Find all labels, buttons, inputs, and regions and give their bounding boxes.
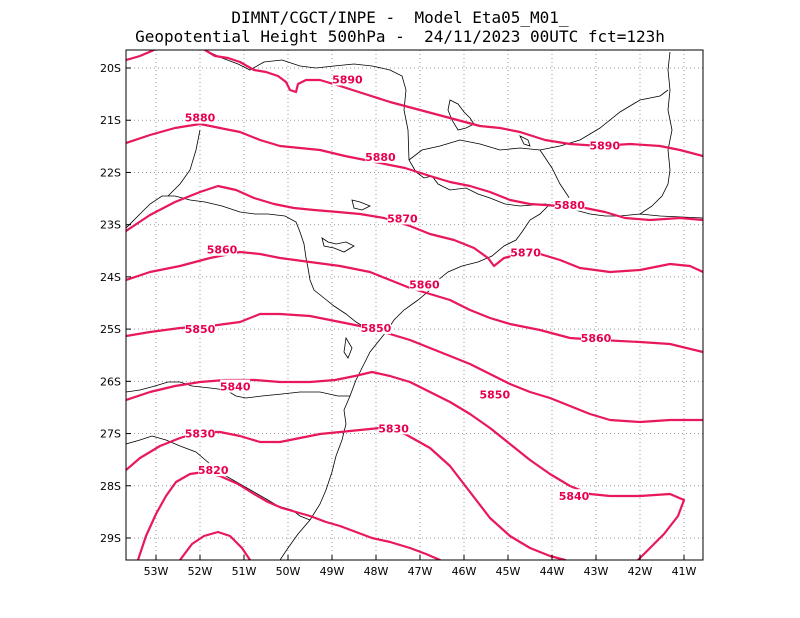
lon-tick-label: 43W: [584, 565, 609, 578]
contour-label-bg: [207, 242, 237, 256]
lon-tick-label: 48W: [364, 565, 389, 578]
lon-tick-label: 41W: [672, 565, 697, 578]
contour-label-bg: [198, 463, 229, 477]
lat-tick-label: 28S: [100, 480, 121, 493]
coastline-and-borders: [126, 51, 703, 560]
contour-label: 5880: [365, 151, 396, 164]
contour-label: 5820: [198, 464, 229, 477]
contour-label: 5840: [559, 490, 590, 503]
contour-label-bg: [559, 489, 589, 503]
contour-label-bg: [510, 245, 541, 259]
contour-label: 5830: [378, 422, 409, 435]
contour-label: 5860: [207, 244, 238, 257]
axes: 20S 21S 22S 23S 24S 25S 26S 27S 28S 29S 53W 52W 51W 5…: [100, 62, 697, 578]
lon-tick-label: 50W: [276, 565, 301, 578]
lat-tick-label: 29S: [100, 532, 121, 545]
lon-tick-label: 53W: [144, 565, 169, 578]
lat-tick-label: 22S: [100, 166, 121, 179]
lat-tick-label: 23S: [100, 219, 121, 232]
contour-label: 5840: [220, 381, 251, 394]
contour-label-bg: [185, 110, 215, 124]
contour-label: 5870: [510, 246, 541, 259]
contour-label-bg: [361, 321, 391, 335]
contour-label-bg: [378, 421, 409, 435]
contour-label-bg: [185, 426, 215, 440]
contour-label: 5850: [479, 388, 510, 401]
lon-tick-label: 51W: [232, 565, 257, 578]
contour-label-bg: [554, 197, 585, 211]
contour-label-bg: [479, 387, 510, 401]
lat-tick-label: 21S: [100, 114, 121, 127]
contour-label-bg: [589, 138, 620, 152]
contour-label: 5890: [332, 73, 363, 86]
contour-label: 5880: [554, 199, 585, 212]
contour-label-bg: [409, 277, 440, 291]
chart-title-line2: Geopotential Height 500hPa - 24/11/2023 …: [135, 27, 665, 46]
lon-tick-label: 52W: [188, 565, 213, 578]
lat-tick-label: 20S: [100, 62, 121, 75]
lon-tick-label: 45W: [496, 565, 521, 578]
contour-label-bg: [185, 322, 215, 336]
contour-label-bg: [387, 211, 418, 225]
lat-tick-label: 25S: [100, 323, 121, 336]
lat-tick-label: 27S: [100, 428, 121, 441]
plot-frame: [125, 49, 704, 561]
geopotential-contours: [126, 50, 703, 560]
contour-label: 5850: [361, 322, 392, 335]
chart-title-line1: DIMNT/CGCT/INPE - Model Eta05_M01_: [231, 8, 569, 27]
lon-tick-label: 49W: [320, 565, 345, 578]
lon-tick-label: 46W: [452, 565, 477, 578]
contour-label: 5860: [581, 332, 612, 345]
contour-label: 5830: [185, 428, 216, 441]
contour-label: 5850: [185, 323, 216, 336]
lon-tick-label: 47W: [408, 565, 433, 578]
lat-tick-label: 26S: [100, 375, 121, 388]
lon-tick-label: 42W: [628, 565, 653, 578]
contour-label-bg: [332, 72, 363, 86]
contour-label-bg: [581, 330, 611, 344]
contour-labels: 5890 5890 5880 5880 5880 5870 5870 5860 5860 5860…: [185, 72, 620, 503]
lon-tick-label: 44W: [540, 565, 565, 578]
contour-label: 5880: [185, 112, 216, 125]
contour-label-bg: [365, 149, 396, 163]
contour-label: 5860: [409, 279, 440, 292]
contour-label: 5870: [387, 212, 418, 225]
contour-label: 5890: [589, 139, 620, 152]
contour-label-bg: [220, 379, 251, 393]
lat-tick-label: 24S: [100, 271, 121, 284]
